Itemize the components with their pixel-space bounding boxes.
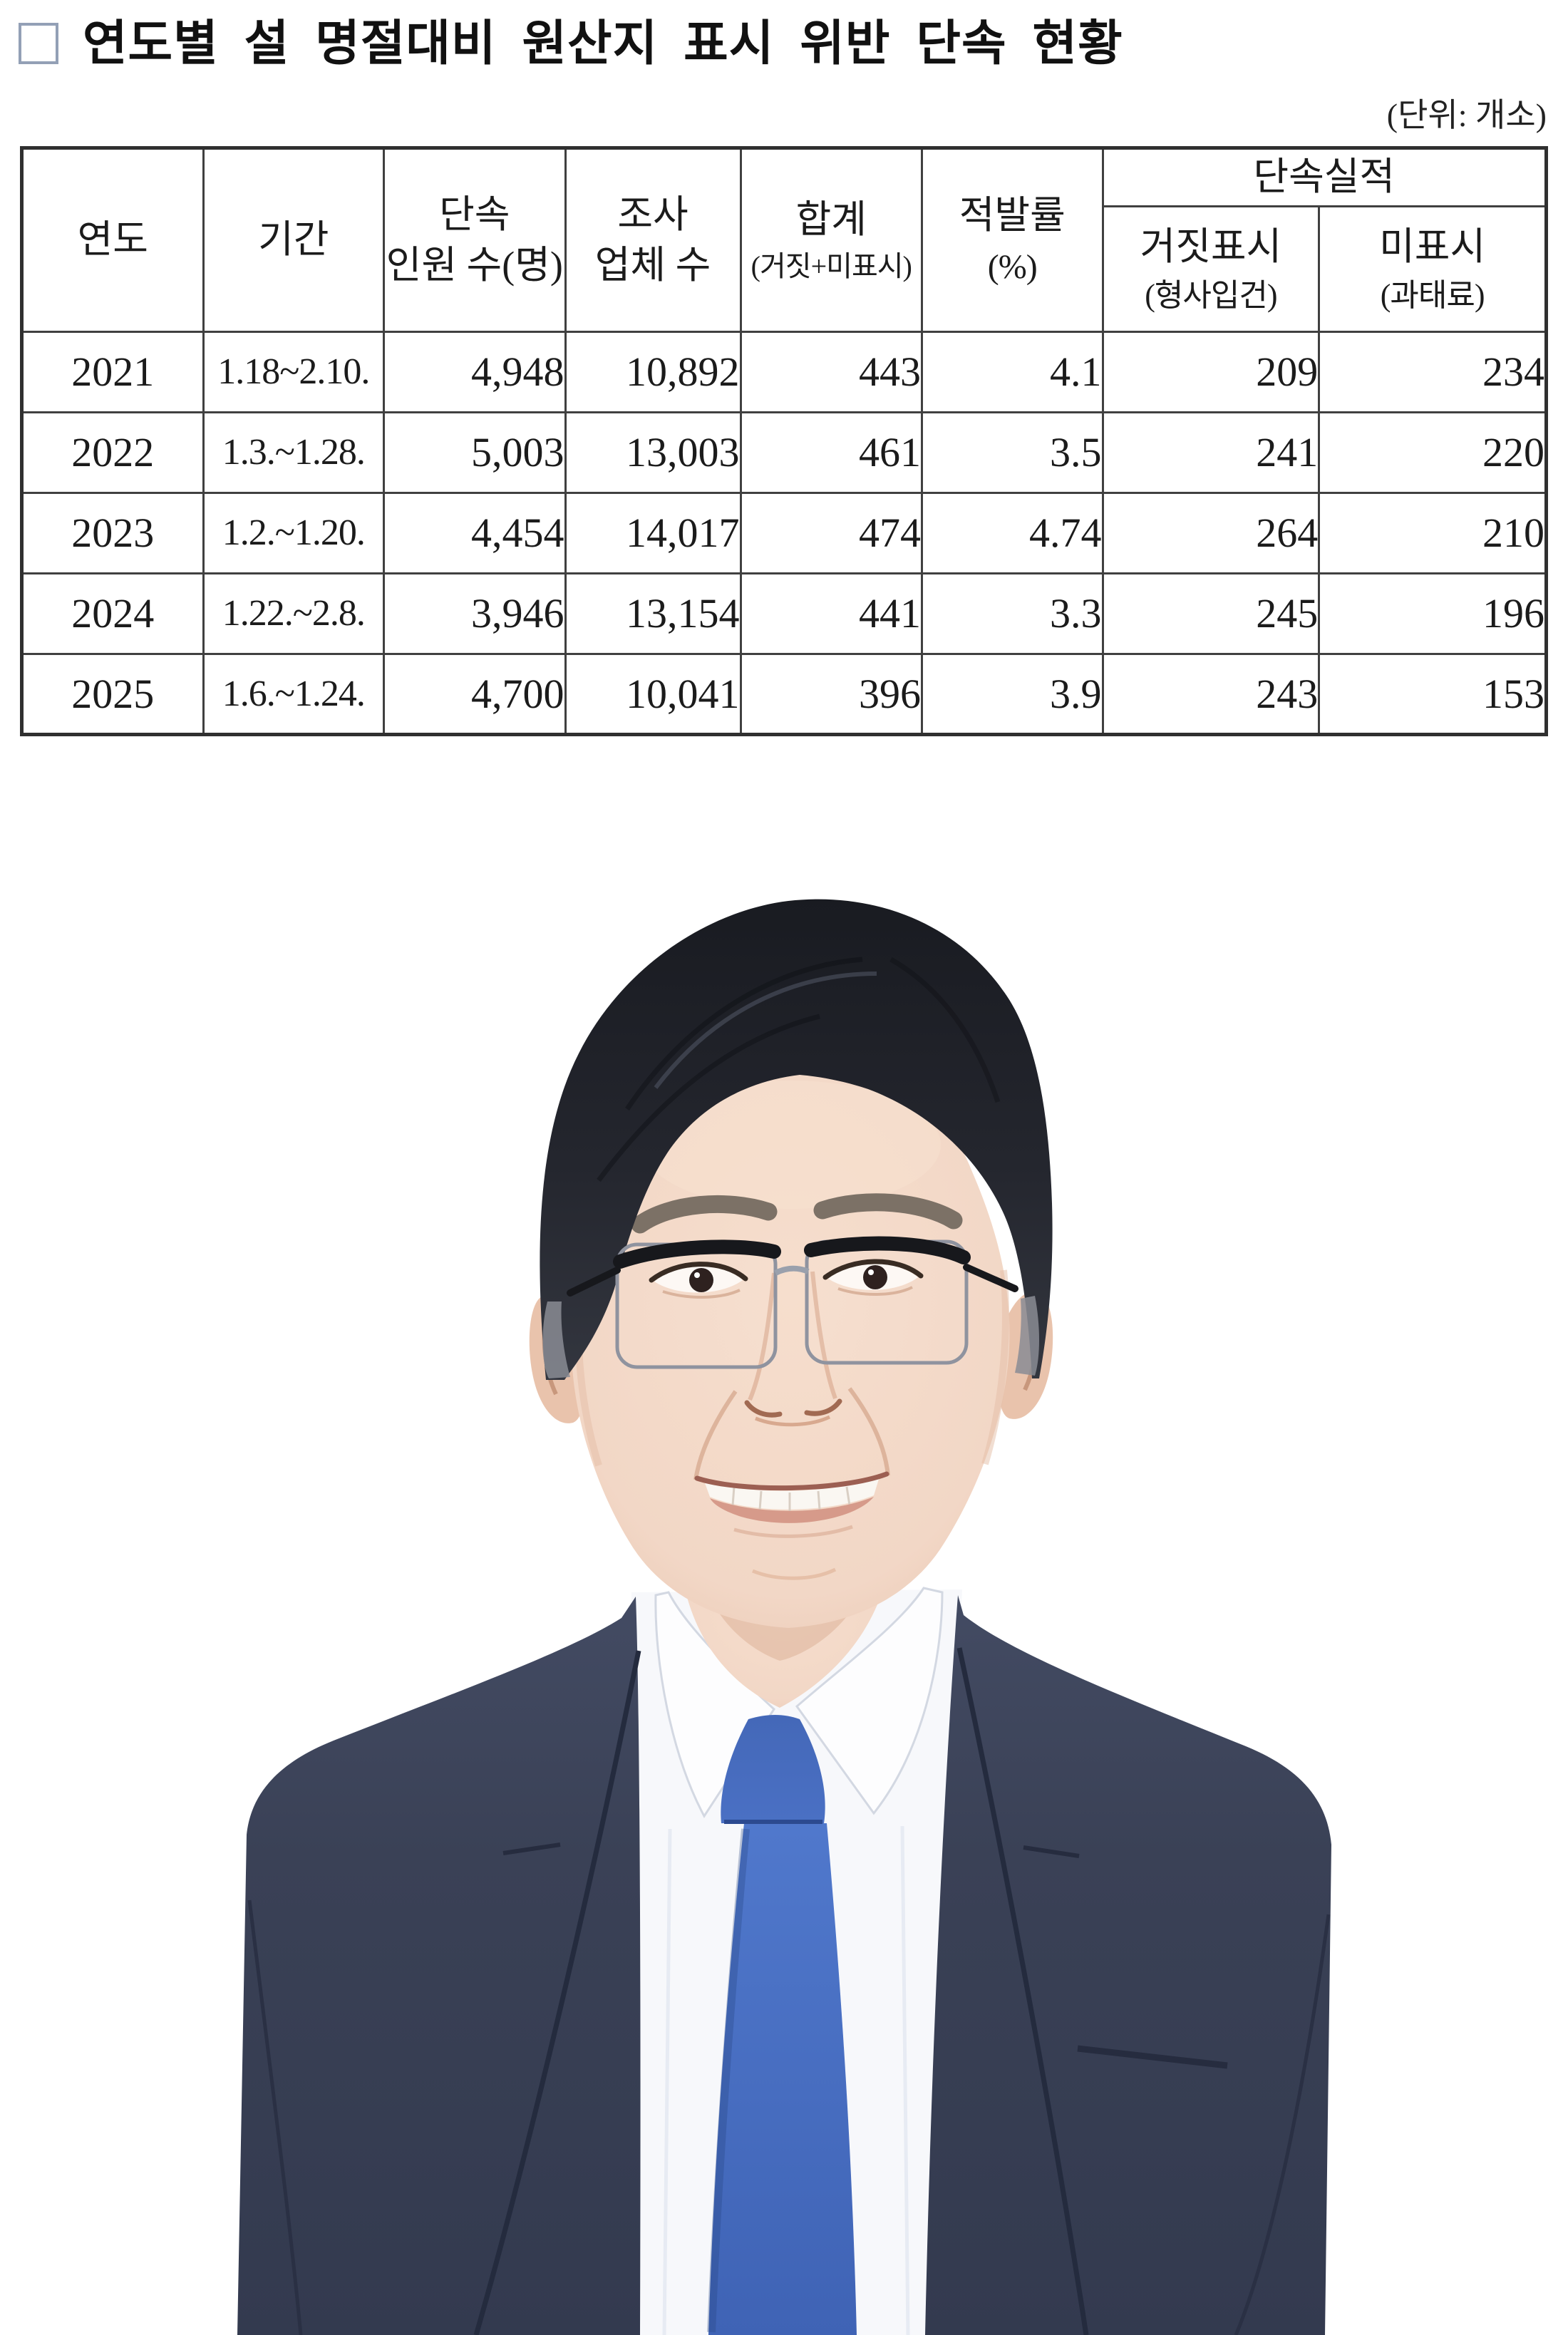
shirt-collar bbox=[654, 1587, 944, 1818]
unit-note: (단위: 개소) bbox=[1386, 96, 1547, 133]
year-cell: 2021 bbox=[21, 330, 205, 413]
col-header-personnel: 단속 인원 수(명) bbox=[383, 146, 567, 333]
companies-cell: 14,017 bbox=[564, 491, 742, 574]
eyes bbox=[649, 1259, 924, 1299]
unmarked-count-cell: 220 bbox=[1318, 411, 1547, 494]
year-cell: 2024 bbox=[21, 572, 205, 655]
companies-cell: 10,892 bbox=[564, 330, 742, 413]
nose bbox=[744, 1271, 842, 1427]
rate-cell: 4.1 bbox=[921, 330, 1104, 413]
period-cell: 1.3.~1.28. bbox=[202, 411, 386, 494]
col-header-unmarked: 미표시 (과태료) bbox=[1318, 205, 1547, 333]
col-header-total-sub: (거짓+미표시) bbox=[751, 250, 912, 283]
personnel-cell: 3,946 bbox=[383, 572, 567, 655]
gray-sideburn-left bbox=[542, 1301, 570, 1378]
col-header-year: 연도 bbox=[21, 146, 205, 333]
hair bbox=[540, 899, 1053, 1380]
col-header-false-main: 거짓표시 bbox=[1140, 225, 1282, 268]
tie bbox=[707, 1715, 857, 2335]
total-cell: 443 bbox=[739, 330, 924, 413]
unmarked-count-cell: 196 bbox=[1318, 572, 1547, 655]
total-cell: 461 bbox=[739, 411, 924, 494]
col-header-unmarked-sub: (과태료) bbox=[1380, 277, 1485, 313]
lapel-buttonhole-right bbox=[1023, 1845, 1080, 1858]
table-row-2024: 2024 1.22.~2.8. 3,946 13,154 441 3.3 245… bbox=[21, 572, 1547, 655]
col-header-rate: 적발률 (%) bbox=[921, 146, 1104, 333]
col-header-rate-main: 적발률 bbox=[959, 194, 1066, 237]
col-header-companies: 조사 업체 수 bbox=[564, 146, 742, 333]
table-row-2025: 2025 1.6.~1.24. 4,700 10,041 396 3.9 243… bbox=[21, 652, 1547, 736]
year-cell: 2022 bbox=[21, 411, 205, 494]
false-count-cell: 209 bbox=[1101, 330, 1321, 413]
lapel-buttonhole-left bbox=[502, 1842, 561, 1855]
glasses bbox=[567, 1236, 1018, 1369]
unmarked-count-cell: 153 bbox=[1318, 652, 1547, 736]
false-count-cell: 243 bbox=[1101, 652, 1321, 736]
year-cell: 2023 bbox=[21, 491, 205, 574]
period-cell: 1.6.~1.24. bbox=[202, 652, 386, 736]
table-row-2022: 2022 1.3.~1.28. 5,003 13,003 461 3.5 241… bbox=[21, 411, 1547, 494]
portrait-photo-svg bbox=[237, 899, 1331, 2335]
year-cell: 2025 bbox=[21, 652, 205, 736]
col-header-false-labeling: 거짓표시 (형사입건) bbox=[1101, 205, 1321, 333]
rate-cell: 3.3 bbox=[921, 572, 1104, 655]
total-cell: 474 bbox=[739, 491, 924, 574]
gray-sideburn-right bbox=[1015, 1296, 1039, 1376]
period-cell: 1.18~2.10. bbox=[202, 330, 386, 413]
companies-cell: 13,154 bbox=[564, 572, 742, 655]
period-cell: 1.22.~2.8. bbox=[202, 572, 386, 655]
group-header-enforcement-results: 단속실적 bbox=[1101, 146, 1548, 207]
companies-cell: 13,003 bbox=[564, 411, 742, 494]
violation-enforcement-table: 연도 기간 단속 인원 수(명) 조사 업체 수 합계 (거짓+미표시) 적발률… bbox=[20, 145, 1548, 736]
mouth bbox=[694, 1471, 889, 1580]
companies-cell: 10,041 bbox=[564, 652, 742, 736]
unmarked-count-cell: 234 bbox=[1318, 330, 1547, 413]
total-cell: 441 bbox=[739, 572, 924, 655]
chest-pocket bbox=[1077, 2045, 1228, 2069]
false-count-cell: 264 bbox=[1101, 491, 1321, 574]
col-header-rate-sub: (%) bbox=[987, 247, 1038, 286]
rate-cell: 3.9 bbox=[921, 652, 1104, 736]
false-count-cell: 245 bbox=[1101, 572, 1321, 655]
col-header-total-main: 합계 bbox=[795, 197, 867, 241]
rate-cell: 3.5 bbox=[921, 411, 1104, 494]
page-title: 연도별 설 명절대비 원산지 표시 위반 단속 현황 bbox=[83, 16, 1123, 71]
col-header-unmarked-main: 미표시 bbox=[1379, 225, 1486, 268]
rate-cell: 4.74 bbox=[921, 491, 1104, 574]
hollow-square-bullet-icon bbox=[19, 23, 58, 64]
col-header-total: 합계 (거짓+미표시) bbox=[739, 146, 924, 333]
suit-jacket bbox=[237, 1595, 1331, 2335]
table-row-2023: 2023 1.2.~1.20. 4,454 14,017 474 4.74 26… bbox=[21, 491, 1547, 574]
personnel-cell: 5,003 bbox=[383, 411, 567, 494]
eyebrows bbox=[631, 1193, 963, 1234]
period-cell: 1.2.~1.20. bbox=[202, 491, 386, 574]
portrait-photo bbox=[0, 874, 1568, 2335]
unmarked-count-cell: 210 bbox=[1318, 491, 1547, 574]
total-cell: 396 bbox=[739, 652, 924, 736]
col-header-false-sub: (형사입건) bbox=[1145, 277, 1277, 313]
personnel-cell: 4,948 bbox=[383, 330, 567, 413]
false-count-cell: 241 bbox=[1101, 411, 1321, 494]
table-row-2021: 2021 1.18~2.10. 4,948 10,892 443 4.1 209… bbox=[21, 330, 1547, 413]
personnel-cell: 4,700 bbox=[383, 652, 567, 736]
smile-folds bbox=[693, 1387, 890, 1480]
title-row: 연도별 설 명절대비 원산지 표시 위반 단속 현황 bbox=[0, 0, 1568, 71]
col-header-period: 기간 bbox=[202, 146, 386, 333]
personnel-cell: 4,454 bbox=[383, 491, 567, 574]
